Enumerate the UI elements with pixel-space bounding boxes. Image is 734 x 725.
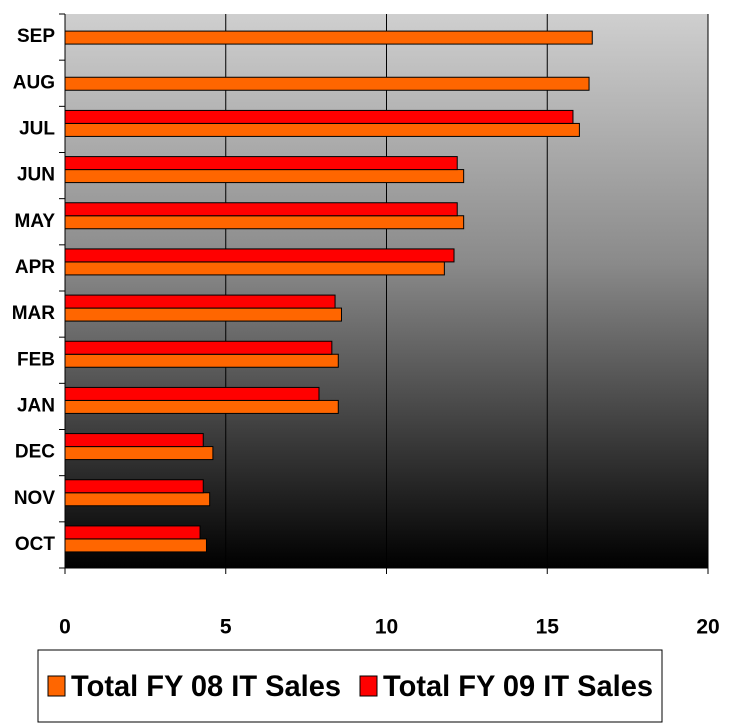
x-tick-label: 15	[536, 616, 560, 639]
bar	[64, 433, 204, 448]
bar	[64, 307, 342, 322]
legend-swatch	[359, 675, 378, 697]
y-tick-label: APR	[15, 257, 55, 278]
bar	[64, 202, 458, 217]
bar	[64, 399, 339, 414]
y-tick-label: AUG	[13, 72, 55, 93]
y-tick-label: MAR	[12, 303, 56, 324]
y-tick-label: DEC	[15, 442, 55, 463]
y-tick-label: NOV	[14, 488, 56, 509]
y-tick-label: JUL	[19, 118, 55, 139]
legend-swatch	[47, 675, 66, 697]
bar	[64, 109, 574, 124]
y-tick-label: JAN	[17, 395, 55, 416]
bar	[64, 261, 445, 276]
x-tick-label: 5	[220, 616, 232, 639]
y-tick-label: MAY	[15, 211, 56, 232]
y-tick-label: JUN	[17, 165, 55, 186]
bar	[64, 248, 455, 263]
x-tick-label: 20	[696, 616, 719, 639]
bar	[64, 76, 590, 91]
y-tick-label: OCT	[15, 534, 56, 555]
bar	[64, 30, 593, 45]
legend-label: Total FY 08 IT Sales	[71, 670, 341, 703]
bar	[64, 294, 336, 309]
bar	[64, 479, 204, 494]
legend	[37, 649, 663, 723]
x-tick-label: 10	[375, 616, 398, 639]
x-tick-label: 0	[59, 616, 71, 639]
bar	[64, 525, 201, 540]
legend-label: Total FY 09 IT Sales	[383, 670, 653, 703]
bar	[64, 122, 580, 137]
bar	[64, 353, 339, 368]
bar	[64, 386, 320, 401]
y-tick-label: SEP	[17, 26, 55, 47]
bar	[64, 492, 211, 507]
bar	[64, 340, 333, 355]
bar	[64, 215, 465, 230]
bar	[64, 169, 465, 184]
bar	[64, 446, 214, 461]
bar	[64, 156, 458, 171]
y-tick-label: FEB	[17, 349, 55, 370]
bar	[64, 538, 207, 553]
